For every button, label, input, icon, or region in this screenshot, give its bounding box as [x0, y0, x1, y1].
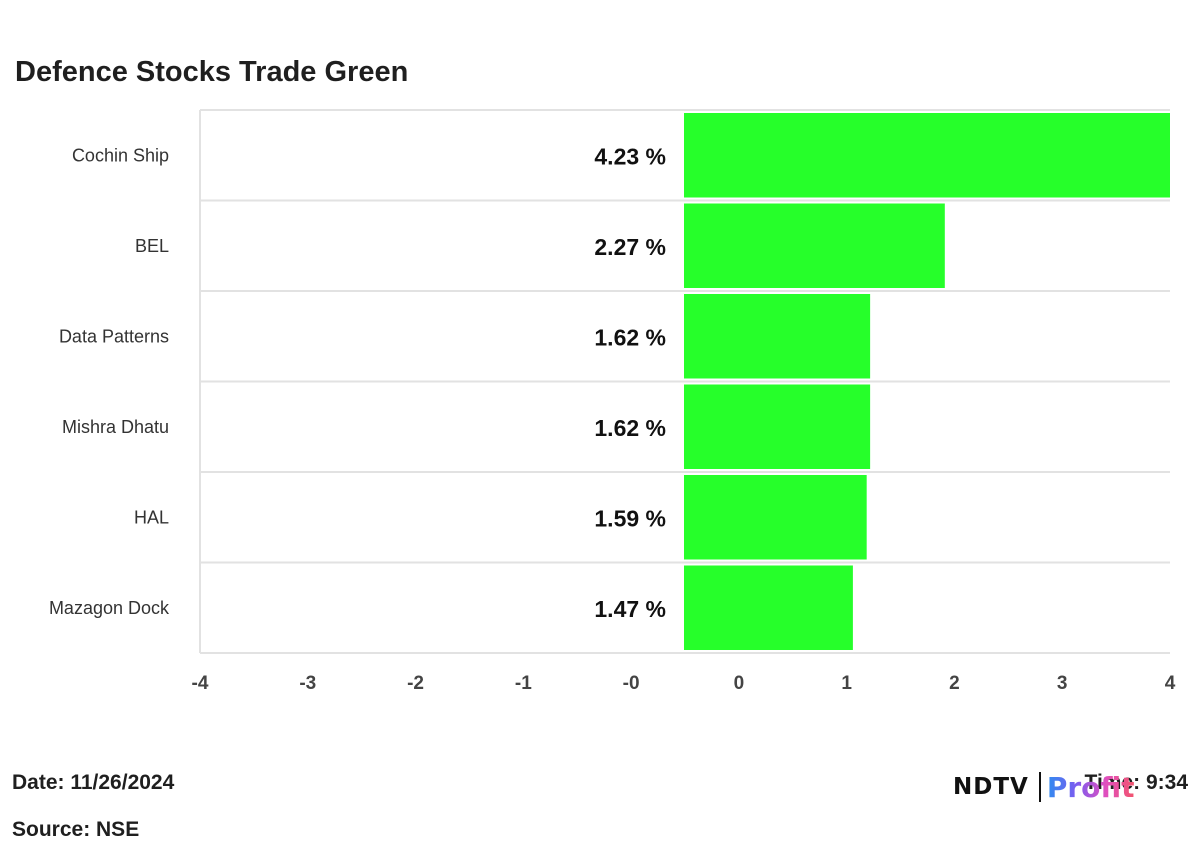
chart-title: Defence Stocks Trade Green: [15, 56, 409, 88]
x-tick-label: 2: [949, 673, 960, 694]
x-tick-label: -3: [299, 673, 316, 694]
category-labels: Cochin Ship BEL Data Patterns Mishra Dhatu H…: [49, 145, 170, 618]
category-label: BEL: [135, 236, 169, 256]
x-tick-label: -1: [515, 673, 532, 694]
time-label: Time: 9:34: [1084, 771, 1189, 794]
category-label: Mazagon Dock: [49, 598, 170, 618]
x-tick-label: -4: [192, 673, 209, 694]
category-label: Mishra Dhatu: [62, 417, 169, 437]
x-tick-label: 4: [1165, 673, 1176, 694]
value-label: 1.62 %: [594, 324, 666, 350]
x-tick-label: 1: [841, 673, 852, 694]
value-labels: 4.23 % 2.27 % 1.62 % 1.62 % 1.59 % 1.47 %: [594, 143, 666, 622]
ndtv-profit-logo: NDTV Profit: [953, 770, 1135, 804]
value-label: 1.59 %: [594, 505, 666, 531]
bar: [684, 203, 945, 288]
source-label: Source: NSE: [12, 818, 140, 841]
bar: [684, 294, 871, 379]
x-tick-label: 0: [734, 673, 745, 694]
chart-grid: [199, 109, 1170, 654]
x-axis-ticks: -4 -3 -2 -1 -0 0 1 2 3 4: [192, 673, 1176, 694]
chart-bars: [684, 113, 1170, 650]
value-label: 4.23 %: [594, 143, 666, 169]
bar: [684, 565, 853, 650]
x-tick-label: -0: [623, 673, 640, 694]
bar: [684, 475, 867, 560]
bar: [684, 113, 1170, 198]
date-label: Date: 11/26/2024: [12, 771, 175, 794]
category-label: Cochin Ship: [72, 145, 169, 165]
value-label: 1.62 %: [594, 415, 666, 441]
logo-divider: [1038, 772, 1041, 802]
value-label: 1.47 %: [594, 596, 666, 622]
category-label: Data Patterns: [59, 326, 169, 346]
logo-profit-text: Profit: [1046, 770, 1135, 804]
bar: [684, 384, 871, 469]
logo-ndtv-text: NDTV: [953, 774, 1029, 800]
x-tick-label: 3: [1057, 673, 1068, 694]
x-tick-label: -2: [407, 673, 424, 694]
category-label: HAL: [134, 507, 169, 527]
value-label: 2.27 %: [594, 234, 666, 260]
